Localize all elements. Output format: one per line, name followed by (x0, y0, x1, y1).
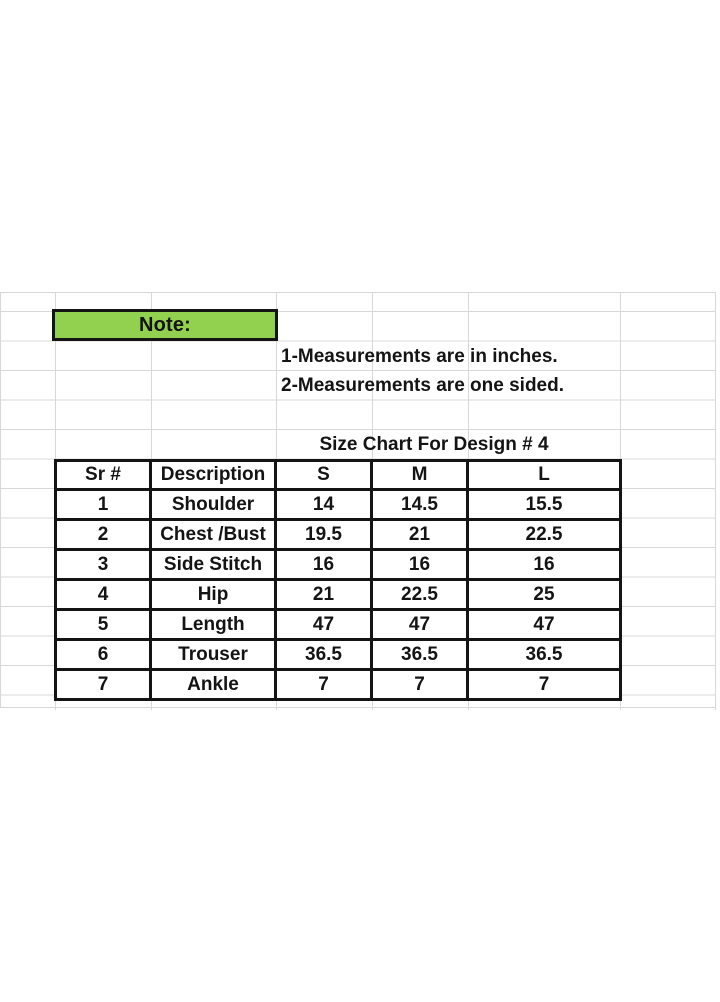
cell-size-m: 21 (370, 518, 469, 551)
cell-size-s: 19.5 (274, 518, 373, 551)
col-header-description: Description (149, 459, 277, 491)
cell-sr: 1 (54, 488, 152, 521)
size-chart-table: Sr # Description S M L 1 Shoulder 14 14.… (54, 459, 622, 701)
cell-description: Chest /Bust (149, 518, 277, 551)
table-row: 5 Length 47 47 47 (54, 608, 622, 641)
cell-size-m: 16 (370, 548, 469, 581)
note-cell: Note: (52, 309, 278, 341)
table-row: 1 Shoulder 14 14.5 15.5 (54, 488, 622, 521)
cell-size-m: 47 (370, 608, 469, 641)
cell-size-l: 47 (466, 608, 622, 641)
cell-size-s: 7 (274, 668, 373, 701)
table-row: 3 Side Stitch 16 16 16 (54, 548, 622, 581)
cell-size-s: 16 (274, 548, 373, 581)
cell-description: Side Stitch (149, 548, 277, 581)
cell-description: Ankle (149, 668, 277, 701)
cell-size-s: 21 (274, 578, 373, 611)
cell-size-l: 7 (466, 668, 622, 701)
cell-size-s: 36.5 (274, 638, 373, 671)
cell-size-m: 14.5 (370, 488, 469, 521)
cell-sr: 4 (54, 578, 152, 611)
cell-size-m: 36.5 (370, 638, 469, 671)
cell-sr: 2 (54, 518, 152, 551)
table-row: 7 Ankle 7 7 7 (54, 668, 622, 701)
cell-size-m: 7 (370, 668, 469, 701)
table-row: 2 Chest /Bust 19.5 21 22.5 (54, 518, 622, 551)
col-header-sr: Sr # (54, 459, 152, 491)
cell-size-s: 47 (274, 608, 373, 641)
cell-size-l: 22.5 (466, 518, 622, 551)
note-text-line-1: 1-Measurements are in inches. (281, 346, 558, 367)
table-row: 6 Trouser 36.5 36.5 36.5 (54, 638, 622, 671)
cell-description: Shoulder (149, 488, 277, 521)
col-header-size-l: L (466, 459, 622, 491)
cell-sr: 7 (54, 668, 152, 701)
cell-size-l: 16 (466, 548, 622, 581)
cell-description: Hip (149, 578, 277, 611)
cell-size-s: 14 (274, 488, 373, 521)
cell-description: Length (149, 608, 277, 641)
cell-size-l: 36.5 (466, 638, 622, 671)
note-text-line-2: 2-Measurements are one sided. (281, 375, 564, 396)
cell-sr: 6 (54, 638, 152, 671)
cell-size-m: 22.5 (370, 578, 469, 611)
cell-sr: 5 (54, 608, 152, 641)
col-header-size-s: S (274, 459, 373, 491)
cell-size-l: 15.5 (466, 488, 622, 521)
note-label: Note: (138, 313, 192, 336)
table-header-row: Sr # Description S M L (54, 459, 622, 491)
cell-size-l: 25 (466, 578, 622, 611)
cell-sr: 3 (54, 548, 152, 581)
col-header-size-m: M (370, 459, 469, 491)
cell-description: Trouser (149, 638, 277, 671)
table-row: 4 Hip 21 22.5 25 (54, 578, 622, 611)
size-chart-title: Size Chart For Design # 4 (319, 434, 549, 455)
